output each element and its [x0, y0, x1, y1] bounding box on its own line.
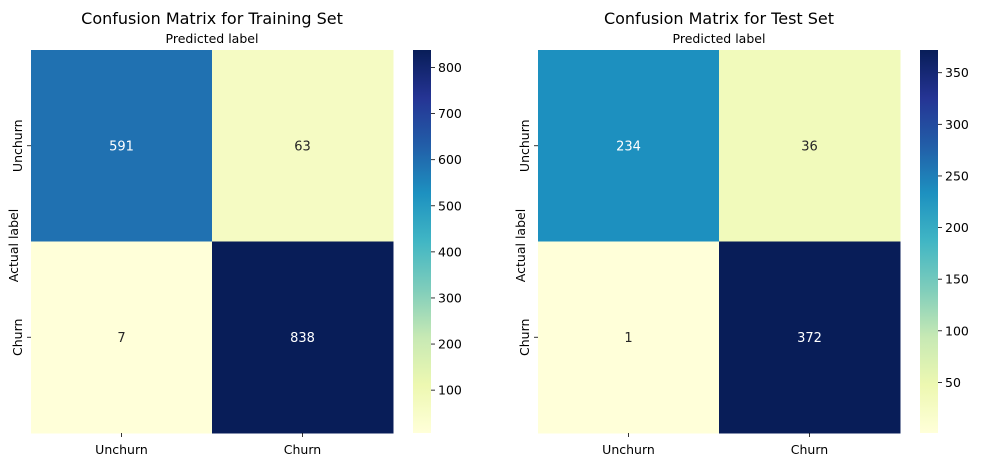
heatmap-panel-2: Confusion Matrix for Test Set Predicted l…	[513, 9, 969, 457]
colorbar-tick-label: 100	[438, 383, 462, 398]
colorbar-tick-label: 200	[945, 220, 969, 235]
y-axis-label: Actual label	[513, 209, 528, 282]
x-axis-label: Predicted label	[166, 31, 259, 46]
heatmap-panel-1: Confusion Matrix for Training Set Predict…	[6, 9, 462, 457]
y-tick-label: Churn	[517, 319, 532, 356]
colorbar-tick-label: 300	[945, 117, 969, 132]
colorbar-tick-label: 300	[438, 290, 462, 305]
cell-value-label: 1	[624, 331, 632, 346]
colorbar	[920, 50, 938, 433]
heatmap-cell	[538, 241, 720, 434]
y-axis-label: Actual label	[6, 209, 21, 282]
colorbar	[413, 50, 431, 433]
colorbar-tick-label: 350	[945, 65, 969, 80]
cell-value-label: 36	[801, 139, 818, 154]
cell-value-label: 372	[797, 331, 822, 346]
heatmap-cell	[31, 50, 213, 242]
cell-value-label: 7	[117, 331, 125, 346]
colorbar-tick-label: 100	[945, 323, 969, 338]
y-tick-label: Unchurn	[517, 119, 532, 172]
heatmap-cell	[212, 241, 394, 434]
heatmap-cell	[212, 50, 394, 242]
heatmap-cell	[538, 50, 720, 242]
cell-value-label: 234	[616, 139, 641, 154]
x-axis-label: Predicted label	[673, 31, 766, 46]
colorbar-tick-label: 250	[945, 168, 969, 183]
colorbar-tick-label: 500	[438, 198, 462, 213]
heatmap-cell	[31, 241, 213, 434]
y-tick-label: Churn	[10, 319, 25, 356]
heatmap-cell	[719, 50, 901, 242]
x-tick-label: Unchurn	[602, 442, 655, 457]
colorbar-tick-label: 600	[438, 152, 462, 167]
x-tick-label: Churn	[284, 442, 321, 457]
cell-value-label: 63	[294, 139, 311, 154]
y-tick-label: Unchurn	[10, 119, 25, 172]
cell-value-label: 591	[109, 139, 134, 154]
colorbar-tick-label: 400	[438, 244, 462, 259]
colorbar-tick-label: 50	[945, 375, 961, 390]
colorbar-tick-label: 150	[945, 272, 969, 287]
colorbar-tick-label: 700	[438, 106, 462, 121]
chart-title: Confusion Matrix for Test Set	[604, 9, 834, 28]
cell-value-label: 838	[290, 331, 315, 346]
x-tick-label: Unchurn	[95, 442, 148, 457]
chart-title: Confusion Matrix for Training Set	[81, 9, 343, 28]
x-tick-label: Churn	[791, 442, 828, 457]
colorbar-tick-label: 800	[438, 60, 462, 75]
heatmap-cell	[719, 241, 901, 434]
colorbar-tick-label: 200	[438, 337, 462, 352]
